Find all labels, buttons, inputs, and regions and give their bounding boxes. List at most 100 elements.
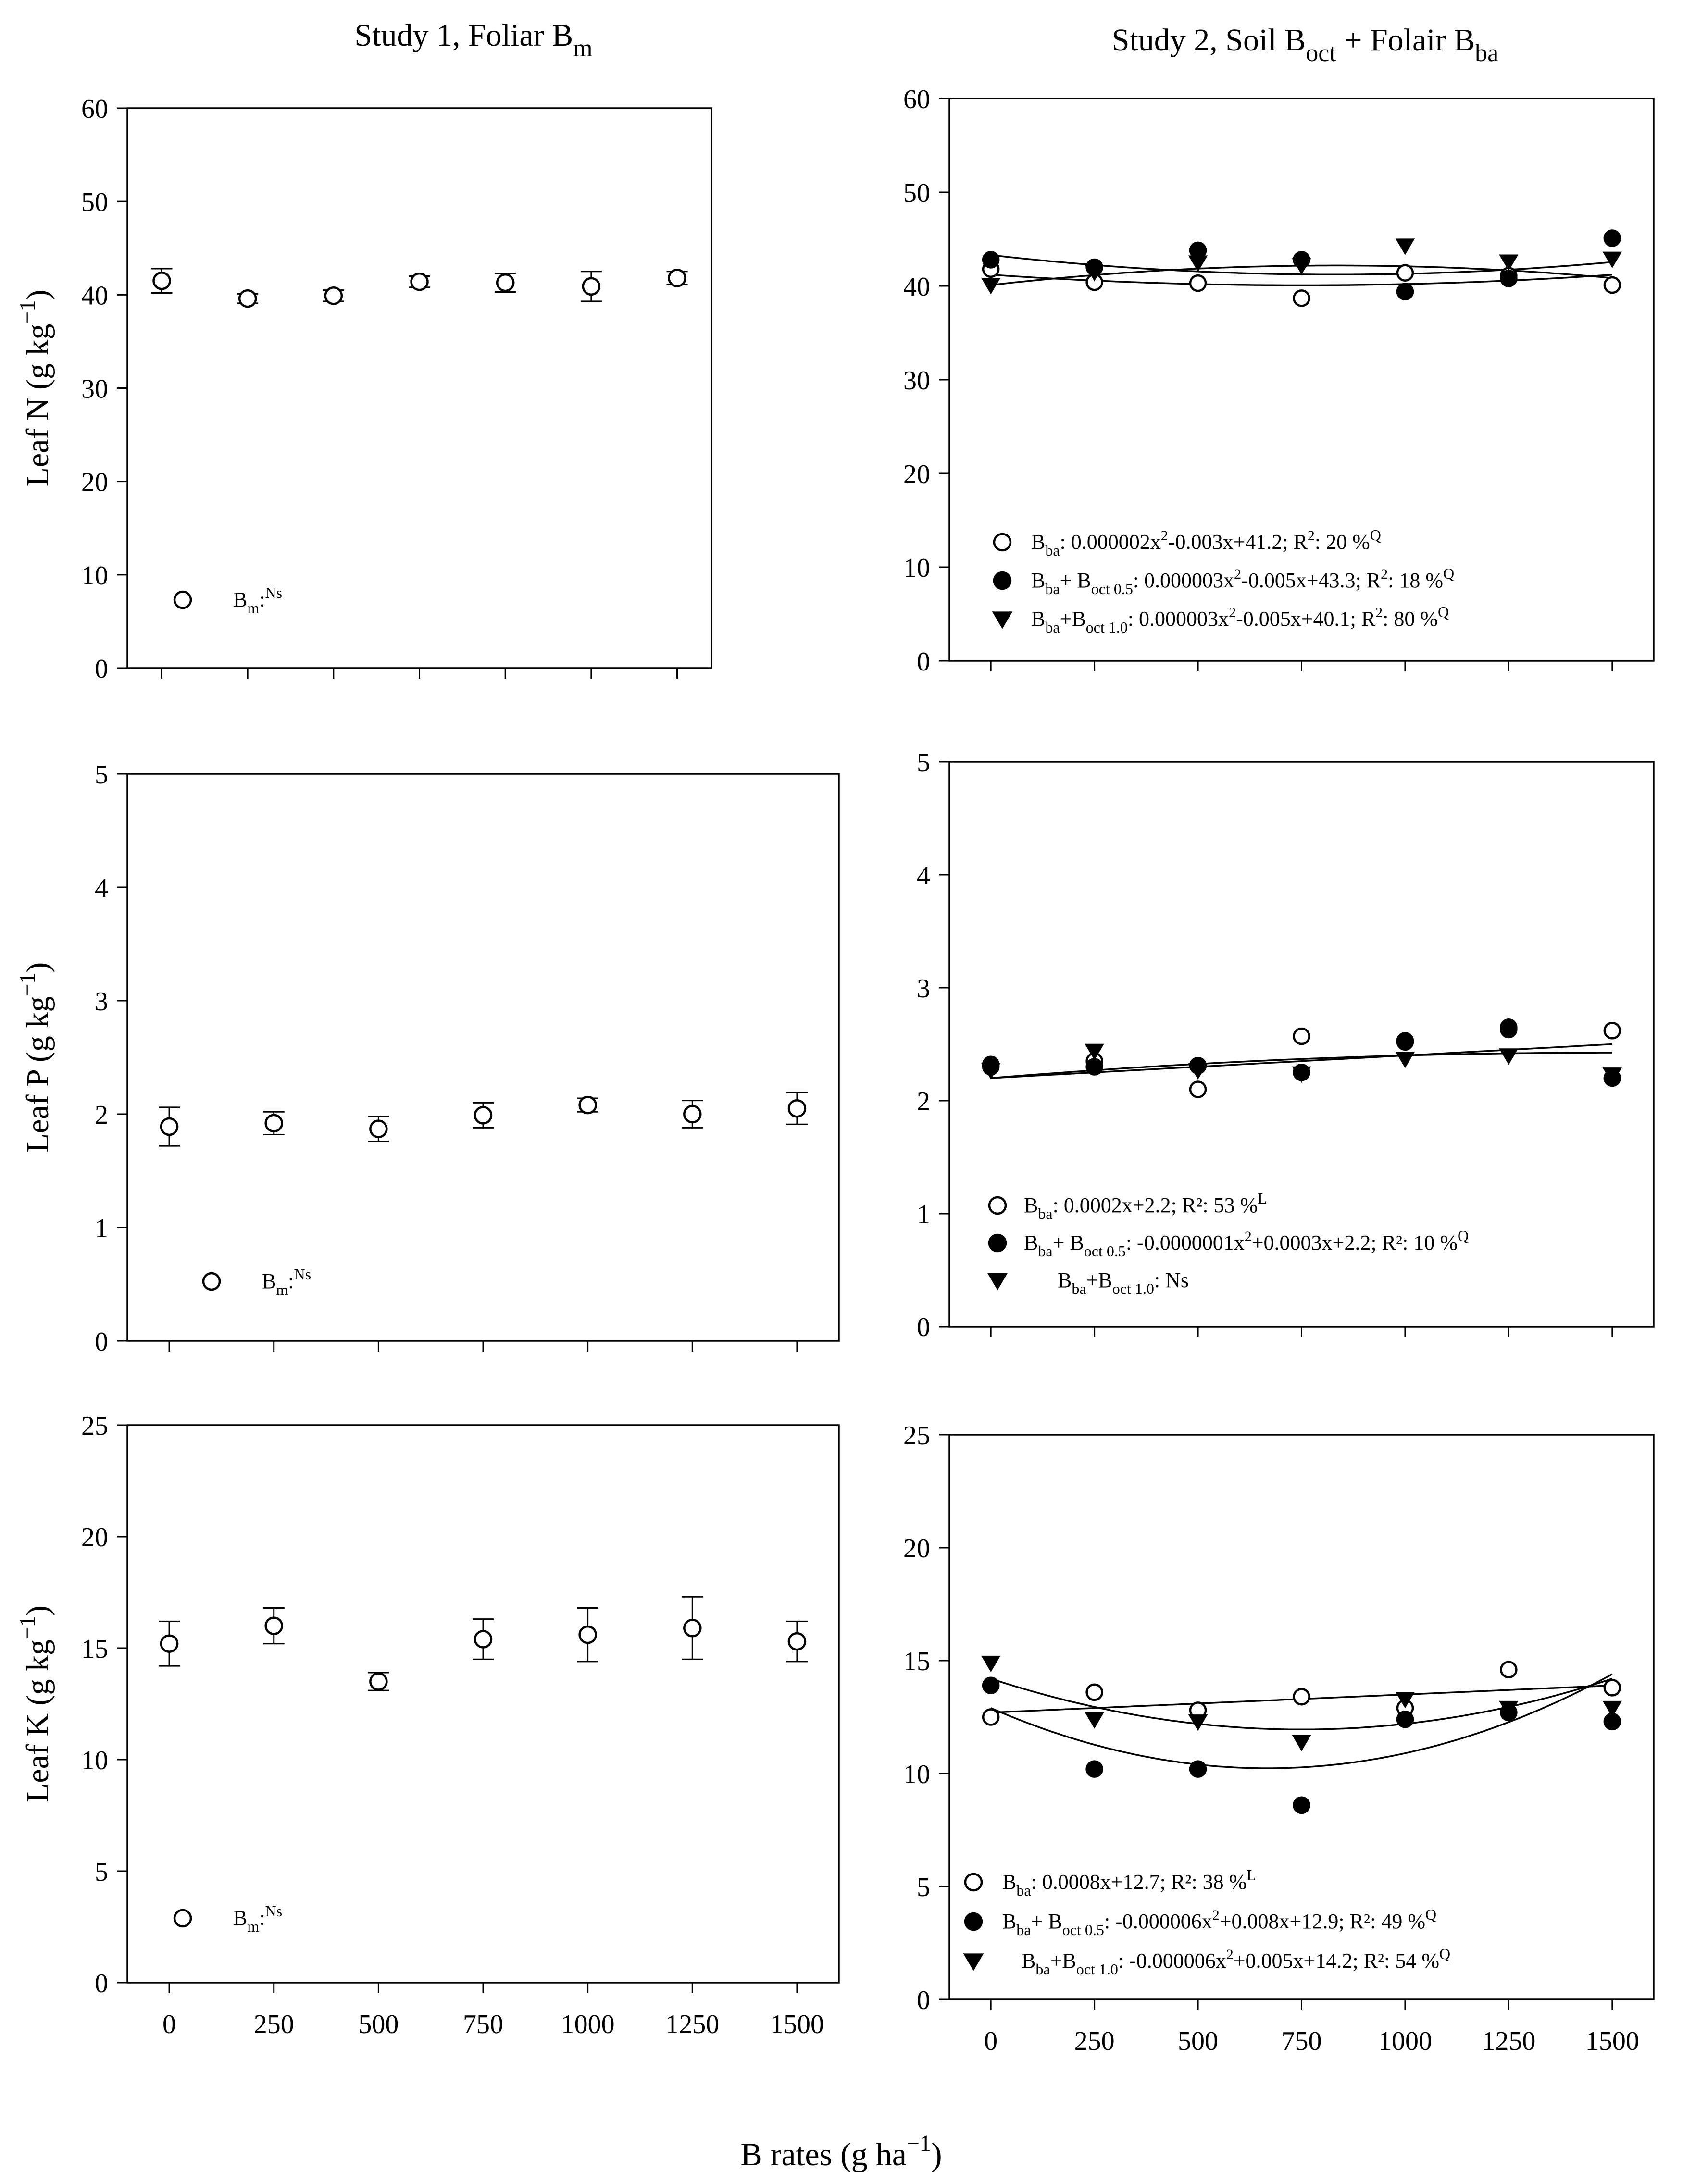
legend-superscript: 2 [1308,528,1315,544]
y-tick-label: 2 [95,1100,108,1130]
y-tick-label: 5 [95,1857,108,1887]
data-point-Bba+Boct1.0 [981,278,1001,295]
plot-frame [126,773,840,1342]
y-tick-label: 20 [903,459,930,489]
y-tick-label: 10 [903,1760,930,1789]
x-tick-label: 750 [1282,2026,1322,2056]
legend-subscript: oct 0.5 [1062,1921,1104,1938]
y-axis-label-text: Leaf K (g kg [20,1639,55,1802]
legend-marker [964,1873,983,1892]
legend-superscript: Q [1443,565,1454,582]
legend-marker [173,1909,192,1928]
legend-entry: Bm:Ns [233,1902,282,1935]
legend-subscript: ba [1016,1921,1031,1938]
x-tick-label: 750 [463,2010,503,2039]
legend-superscript: 2 [1226,1947,1234,1962]
x-tick-label: 250 [254,2010,294,2039]
y-axis-label: Leaf P (g kg−1) [15,962,55,1153]
legend-subscript: m [247,599,259,617]
legend-subscript: m [276,1281,288,1298]
y-tick-label: 25 [81,1411,108,1441]
title-text: Study 1, Foliar B [354,18,573,53]
legend-text: : 80 % [1383,607,1438,631]
panel-s1_P: 0 1 2 3 4 5 Leaf P (g kg−1) Bm:Ns [15,760,840,1357]
legend-superscript: 2 [1245,1228,1252,1244]
y-axis-label-superscript: −1 [15,300,39,324]
legend-text: -0.005x+40.1; R [1236,607,1376,631]
legend-text: +0.0003x+2.2; R²: 10 % [1252,1231,1458,1254]
data-point-Bba+Boct1.0 [1188,255,1208,272]
legend-superscript: L [1258,1190,1267,1207]
title-subscript: ba [1475,39,1498,67]
legend-text: + B [1060,569,1091,592]
legend-entry: Bba+Boct 1.0: Ns [1058,1268,1189,1297]
legend-subscript: ba [1045,542,1060,559]
legend-text: : 0.000003x [1133,569,1234,592]
legend-subscript: ba [1038,1205,1052,1222]
y-axis-label-superscript: −1 [15,1616,39,1639]
data-point-Bm [152,271,171,290]
y-tick-label: 50 [81,187,108,217]
legend-superscript: Q [1438,603,1449,620]
data-point-Bm [683,1104,702,1124]
legend-text: B [1002,1910,1016,1933]
legend-superscript: 2 [1212,1907,1220,1923]
legend-entry: Bba: 0.0008x+12.7; R²: 38 %L [1002,1866,1256,1899]
legend-text: +0.008x+12.9; R²: 49 % [1220,1910,1425,1933]
data-point-Bba+Boct0.5 [982,1676,1000,1694]
data-point-Bba+Boct1.0 [1395,238,1415,255]
x-tick-label: 500 [358,2010,399,2039]
legend-entry: Bba+Boct 1.0: -0.000006x2+0.005x+14.2; R… [1022,1945,1450,1978]
data-point-Bba [982,1708,1000,1726]
y-tick-label: 5 [917,1873,930,1902]
data-point-Bm [474,1630,493,1649]
plot-frame [126,1424,840,1984]
x-tick-label: 500 [1178,2026,1218,2056]
y-tick-label: 0 [917,1313,930,1342]
title-text: Study 2, Soil B [1112,23,1306,58]
x-tick-label: 1250 [665,2010,719,2039]
data-point-Bm [238,289,257,308]
data-point-Bba+Boct1.0 [1499,1700,1519,1718]
x-tick-label: 1250 [1482,2026,1535,2056]
y-tick-label: 4 [95,873,108,903]
y-tick-label: 0 [95,654,108,684]
data-point-Bba [1085,1683,1103,1701]
legend-superscript: 2 [1229,605,1236,620]
data-point-Bba+Boct1.0 [1188,1063,1208,1080]
y-tick-label: 60 [903,85,930,114]
x-axis-label-close: ) [931,2136,942,2172]
y-tick-label: 20 [81,1523,108,1552]
legend-subscript: oct 0.5 [1084,1242,1126,1260]
y-tick-label: 10 [903,553,930,583]
data-point-Bm [683,1618,702,1638]
legend-entry: Bba+ Boct 0.5: -0.0000001x2+0.0003x+2.2;… [1024,1227,1469,1260]
legend-text: : -0.0000001x [1126,1231,1245,1254]
data-point-Bm [496,273,515,292]
legend-subscript: ba [1038,1242,1052,1260]
legend-text: : -0.000006x [1118,1949,1226,1973]
legend-text: +B [1050,1949,1076,1973]
legend-marker [173,590,192,609]
legend-text: : 0.0002x+2.2; R²: 53 % [1053,1193,1258,1217]
legend-entry: Bm:Ns [262,1266,311,1298]
data-point-Bm [324,286,343,305]
x-axis-label-text: B rates (g ha [740,2136,907,2172]
y-tick-label: 10 [81,561,108,591]
column-title-study-1: Study 1, Foliar Bm [354,18,592,62]
legend-entry: Bba+ Boct 0.5: 0.000003x2-0.005x+43.3; R… [1031,565,1454,597]
legend-text: B [1031,607,1045,631]
y-tick-label: 1 [917,1200,930,1229]
legend-text: : 18 % [1388,569,1443,592]
legend-text: B [233,1906,247,1930]
data-point-Bba+Boct1.0 [1395,1692,1415,1709]
y-tick-label: 30 [903,366,930,396]
data-point-Bba [1189,274,1207,292]
data-point-Bm [369,1119,388,1138]
data-point-Bba [1603,276,1621,294]
legend-marker [993,533,1012,552]
legend-superscript: Ns [265,1902,282,1920]
